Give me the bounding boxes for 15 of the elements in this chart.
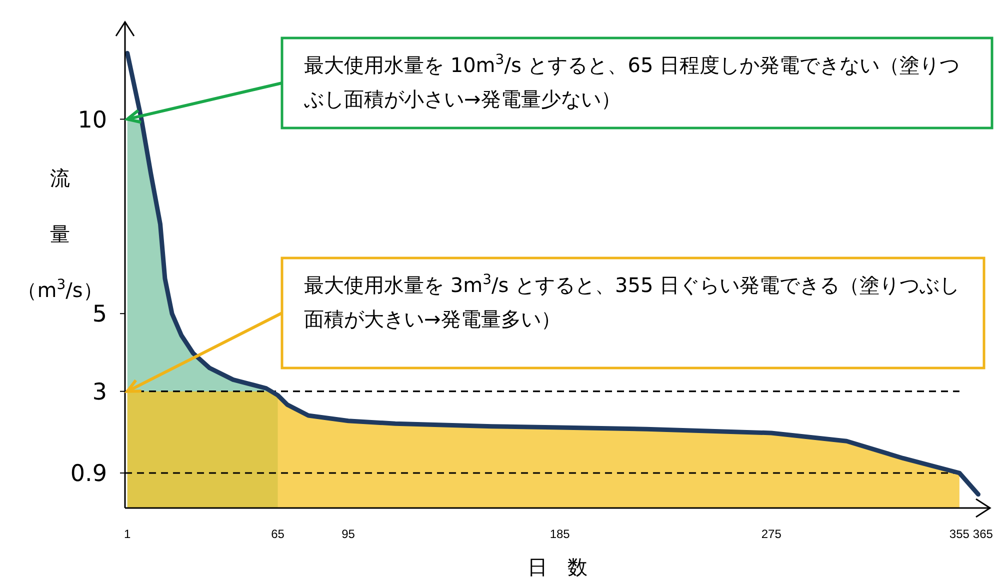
x-tick-label: 65 <box>271 527 285 541</box>
y-tick-label: 10 <box>78 107 107 134</box>
x-tick-label: 185 <box>550 527 570 541</box>
x-tick-label: 355 <box>949 527 970 541</box>
annotation: 最大使用水量を 10m$^{3}$/s とすると、65 日程度しか発電できない（塗りつぶし面積が小さい→発電量少ない） <box>304 52 960 111</box>
x-tick-label: 95 <box>342 527 356 541</box>
y-tick-label: 5 <box>92 302 107 328</box>
x-tick-label: 365 <box>972 527 994 541</box>
x-tick-label: 1 <box>124 527 132 541</box>
y-tick-label: 0.9 <box>70 461 107 488</box>
text: 流量（m$^{3}$/s） <box>17 166 103 302</box>
x-axis-title: 日 数 <box>528 555 588 579</box>
y-tick-label: 3 <box>92 379 107 406</box>
annotation: 最大使用水量を 3m$^{3}$/s とすると、355 日ぐらい発電できる（塗りつぶし面積が大きい→発電量多い） <box>304 272 960 331</box>
x-tick-label: 275 <box>761 527 782 541</box>
